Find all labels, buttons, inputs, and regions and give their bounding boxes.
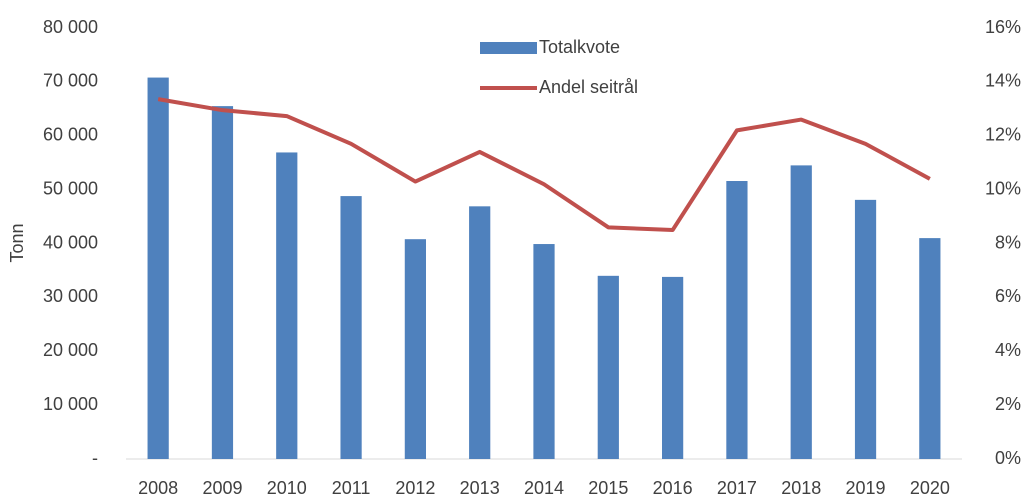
y2-tick-label: 16%	[985, 17, 1021, 37]
bar	[469, 206, 491, 459]
x-tick-label: 2020	[910, 478, 950, 498]
y-tick-label: 60 000	[43, 125, 98, 145]
x-tick-label: 2008	[138, 478, 178, 498]
y2-tick-label: 14%	[985, 71, 1021, 91]
x-tick-label: 2017	[717, 478, 757, 498]
y-tick-label: 20 000	[43, 340, 98, 360]
bar	[276, 152, 298, 460]
x-tick-label: 2010	[267, 478, 307, 498]
y-tick-label: 40 000	[43, 232, 98, 252]
y-tick-label: 30 000	[43, 286, 98, 306]
y2-tick-label: 8%	[995, 232, 1021, 252]
bar	[404, 239, 426, 459]
x-tick-label: 2015	[588, 478, 628, 498]
y2-tick-label: 2%	[995, 394, 1021, 414]
y-tick-label: 10 000	[43, 394, 98, 414]
x-tick-label: 2012	[395, 478, 435, 498]
y2-tick-label: 12%	[985, 125, 1021, 145]
bar	[340, 196, 362, 459]
bar	[211, 106, 234, 460]
bar	[854, 199, 877, 459]
line-series	[157, 97, 931, 233]
y-tick-label: 50 000	[43, 178, 98, 198]
x-tick-label: 2013	[460, 478, 500, 498]
bar	[790, 165, 812, 459]
y2-tick-label: 10%	[985, 178, 1021, 198]
legend-label: Totalkvote	[539, 37, 620, 57]
x-tick-label: 2016	[653, 478, 693, 498]
bar	[726, 181, 748, 459]
y-tick-label: 80 000	[43, 17, 98, 37]
x-tick-label: 2019	[846, 478, 886, 498]
x-tick-label: 2009	[202, 478, 242, 498]
y2-tick-label: 6%	[995, 286, 1021, 306]
y-axis-label: Tonn	[7, 223, 27, 262]
y2-tick-label: 0%	[995, 448, 1021, 468]
y-tick-label: -	[92, 448, 98, 468]
bar	[597, 275, 619, 459]
x-tick-label: 2018	[781, 478, 821, 498]
y2-tick-label: 4%	[995, 340, 1021, 360]
bar	[147, 77, 169, 459]
bar	[662, 276, 684, 459]
y-tick-label: 70 000	[43, 71, 98, 91]
bar	[919, 238, 941, 459]
x-tick-label: 2011	[332, 478, 371, 498]
legend-label: Andel seitrål	[539, 77, 638, 97]
x-tick-label: 2014	[524, 478, 564, 498]
bar	[533, 244, 555, 459]
legend-swatch	[480, 42, 537, 54]
